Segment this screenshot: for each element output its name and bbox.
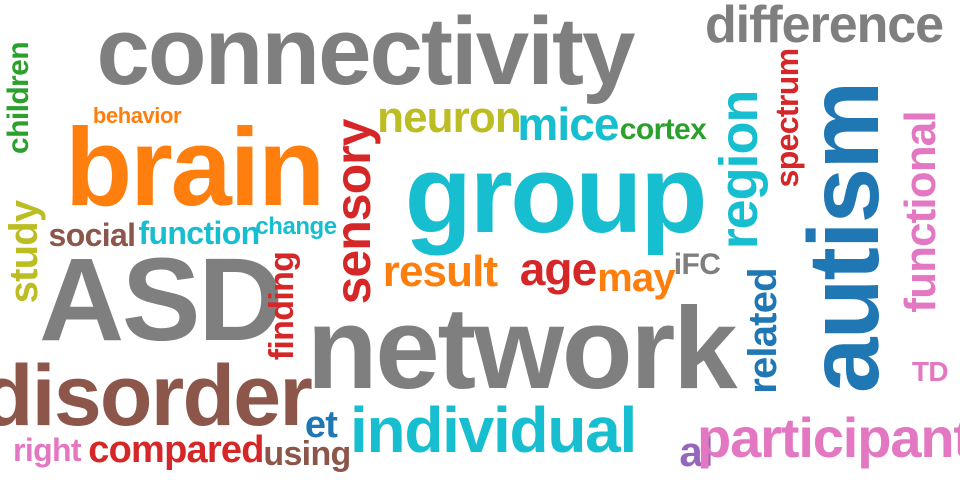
word-age: age: [519, 243, 597, 295]
word-region: region: [709, 90, 769, 250]
word-behavior: behavior: [92, 103, 182, 128]
word-related: related: [741, 268, 785, 394]
word-iFC: iFC: [673, 248, 721, 281]
word-functional: functional: [896, 111, 945, 313]
word-study: study: [2, 200, 46, 304]
word-autism: autism: [788, 82, 900, 394]
word-individual: individual: [350, 394, 637, 466]
word-brain: brain: [65, 106, 325, 229]
word-compared: compared: [88, 429, 264, 471]
word-TD: TD: [911, 356, 949, 387]
word-disorder: disorder: [0, 348, 313, 444]
word-sensory: sensory: [325, 119, 381, 305]
word-children: children: [2, 42, 35, 154]
word-finding: finding: [263, 251, 301, 361]
word-right: right: [13, 432, 82, 468]
word-cortex: cortex: [619, 113, 707, 146]
word-connectivity: connectivity: [96, 0, 635, 105]
word-using: using: [263, 435, 351, 473]
word-social: social: [48, 217, 137, 253]
word-change: change: [255, 213, 337, 240]
word-network: network: [306, 283, 738, 413]
word-mice: mice: [517, 98, 619, 150]
word-function: function: [138, 215, 260, 251]
word-al: al: [679, 428, 713, 475]
word-group: group: [404, 133, 708, 256]
word-difference: difference: [704, 0, 944, 54]
word-participant: participant: [697, 406, 960, 469]
word-may: may: [597, 256, 675, 300]
word-neuron: neuron: [377, 93, 522, 142]
word-ASD: ASD: [38, 234, 283, 366]
word-result: result: [382, 247, 498, 296]
word-et: et: [304, 404, 338, 446]
